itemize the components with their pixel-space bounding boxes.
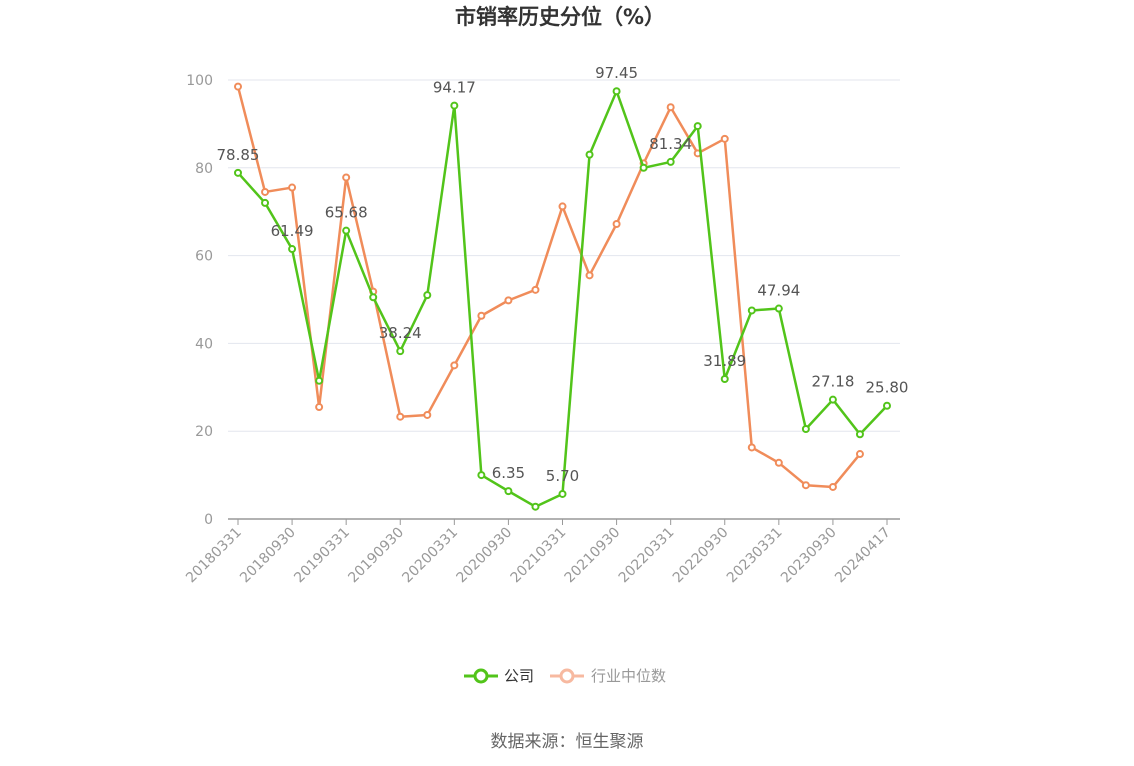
x-tick-label: 20210930 <box>562 525 624 587</box>
data-label: 6.35 <box>492 464 525 482</box>
x-tick-label: 20180930 <box>237 525 299 587</box>
data-label: 61.49 <box>271 222 314 240</box>
company-point <box>342 226 351 235</box>
industry-point <box>234 82 242 91</box>
legend-item-industry[interactable]: 行业中位数 <box>550 667 666 685</box>
legend-company-label: 公司 <box>504 667 534 685</box>
company-point <box>234 168 242 177</box>
industry-point <box>423 410 432 419</box>
industry-point <box>531 285 540 294</box>
company-point <box>288 245 297 254</box>
legend-item-company[interactable]: 公司 <box>464 667 534 685</box>
company-point <box>693 122 702 131</box>
series-company <box>234 87 891 511</box>
chart-title: 市销率历史分位（%） <box>455 5 665 29</box>
industry-point <box>666 103 675 112</box>
x-tick-label: 20230331 <box>724 525 786 587</box>
industry-point <box>585 271 594 280</box>
data-label: 78.85 <box>217 146 260 164</box>
industry-point <box>396 412 405 421</box>
company-point <box>666 157 675 166</box>
y-tick-label: 100 <box>186 73 213 89</box>
industry-point <box>450 361 459 370</box>
x-tick-label: 20230930 <box>778 525 840 587</box>
industry-point <box>477 311 486 320</box>
data-label: 31.89 <box>703 352 746 370</box>
company-point <box>558 489 567 498</box>
company-point <box>774 304 783 313</box>
company-point <box>855 430 864 439</box>
data-label: 81.34 <box>649 135 692 153</box>
company-point <box>369 293 378 302</box>
y-tick-label: 40 <box>195 336 213 352</box>
industry-point <box>801 481 810 490</box>
data-label: 38.24 <box>379 324 422 342</box>
y-tick-label: 60 <box>195 249 213 265</box>
industry-point <box>828 482 837 491</box>
y-tick-label: 20 <box>195 424 213 440</box>
industry-point <box>315 403 324 412</box>
industry-point <box>261 187 270 196</box>
industry-point <box>612 219 621 228</box>
x-tick-label: 20190930 <box>345 525 407 587</box>
company-point <box>720 375 729 384</box>
x-tick-label: 20240417 <box>832 525 894 587</box>
data-source: 数据来源：恒生聚源 <box>491 732 644 752</box>
industry-point <box>342 173 351 182</box>
x-tick-label: 20180331 <box>183 525 245 587</box>
grid-lines <box>228 79 900 432</box>
industry-point <box>558 202 567 211</box>
company-point <box>450 101 459 110</box>
data-label: 5.70 <box>546 467 579 485</box>
industry-line <box>236 86 861 489</box>
legend: 公司 行业中位数 <box>464 667 666 685</box>
company-point <box>883 401 891 410</box>
industry-point <box>747 443 756 452</box>
x-tick-label: 20200331 <box>399 525 461 587</box>
company-point <box>423 291 432 300</box>
data-label: 97.45 <box>595 64 638 82</box>
x-tick-label: 20190331 <box>291 525 353 587</box>
company-point <box>639 163 648 172</box>
company-point <box>396 347 405 356</box>
company-point <box>828 395 837 404</box>
industry-point <box>720 134 729 143</box>
company-point <box>585 150 594 159</box>
company-point <box>504 487 513 496</box>
company-point <box>531 502 540 511</box>
legend-company-marker <box>473 668 489 684</box>
company-point <box>477 471 486 480</box>
x-tick-label: 20210331 <box>508 525 570 587</box>
industry-point <box>855 450 864 459</box>
x-tick-label: 20220331 <box>616 525 678 587</box>
x-tick-label: 20200930 <box>454 525 516 587</box>
y-tick-label: 80 <box>195 161 213 177</box>
x-axis: 2018033120180930201903312019093020200331… <box>183 518 900 587</box>
data-label: 65.68 <box>325 204 368 222</box>
company-point <box>747 306 756 315</box>
data-labels: 78.85 61.49 65.68 38.24 94.17 6.35 5.70 97.45 81… <box>217 64 909 485</box>
data-label: 47.94 <box>757 282 800 300</box>
data-label: 25.80 <box>866 379 909 397</box>
data-label: 27.18 <box>811 373 854 391</box>
company-point <box>801 425 810 434</box>
y-axis: 0 20 40 60 80 100 <box>186 73 213 528</box>
company-point <box>612 87 621 96</box>
industry-point <box>504 296 513 305</box>
industry-point <box>774 458 783 467</box>
legend-industry-marker <box>559 668 575 684</box>
y-tick-label: 0 <box>204 512 213 528</box>
x-tick-label: 20220930 <box>670 525 732 587</box>
company-point <box>261 198 270 207</box>
industry-point <box>288 183 297 192</box>
legend-industry-label: 行业中位数 <box>591 667 666 685</box>
company-point <box>315 376 324 385</box>
data-label: 94.17 <box>433 79 476 97</box>
